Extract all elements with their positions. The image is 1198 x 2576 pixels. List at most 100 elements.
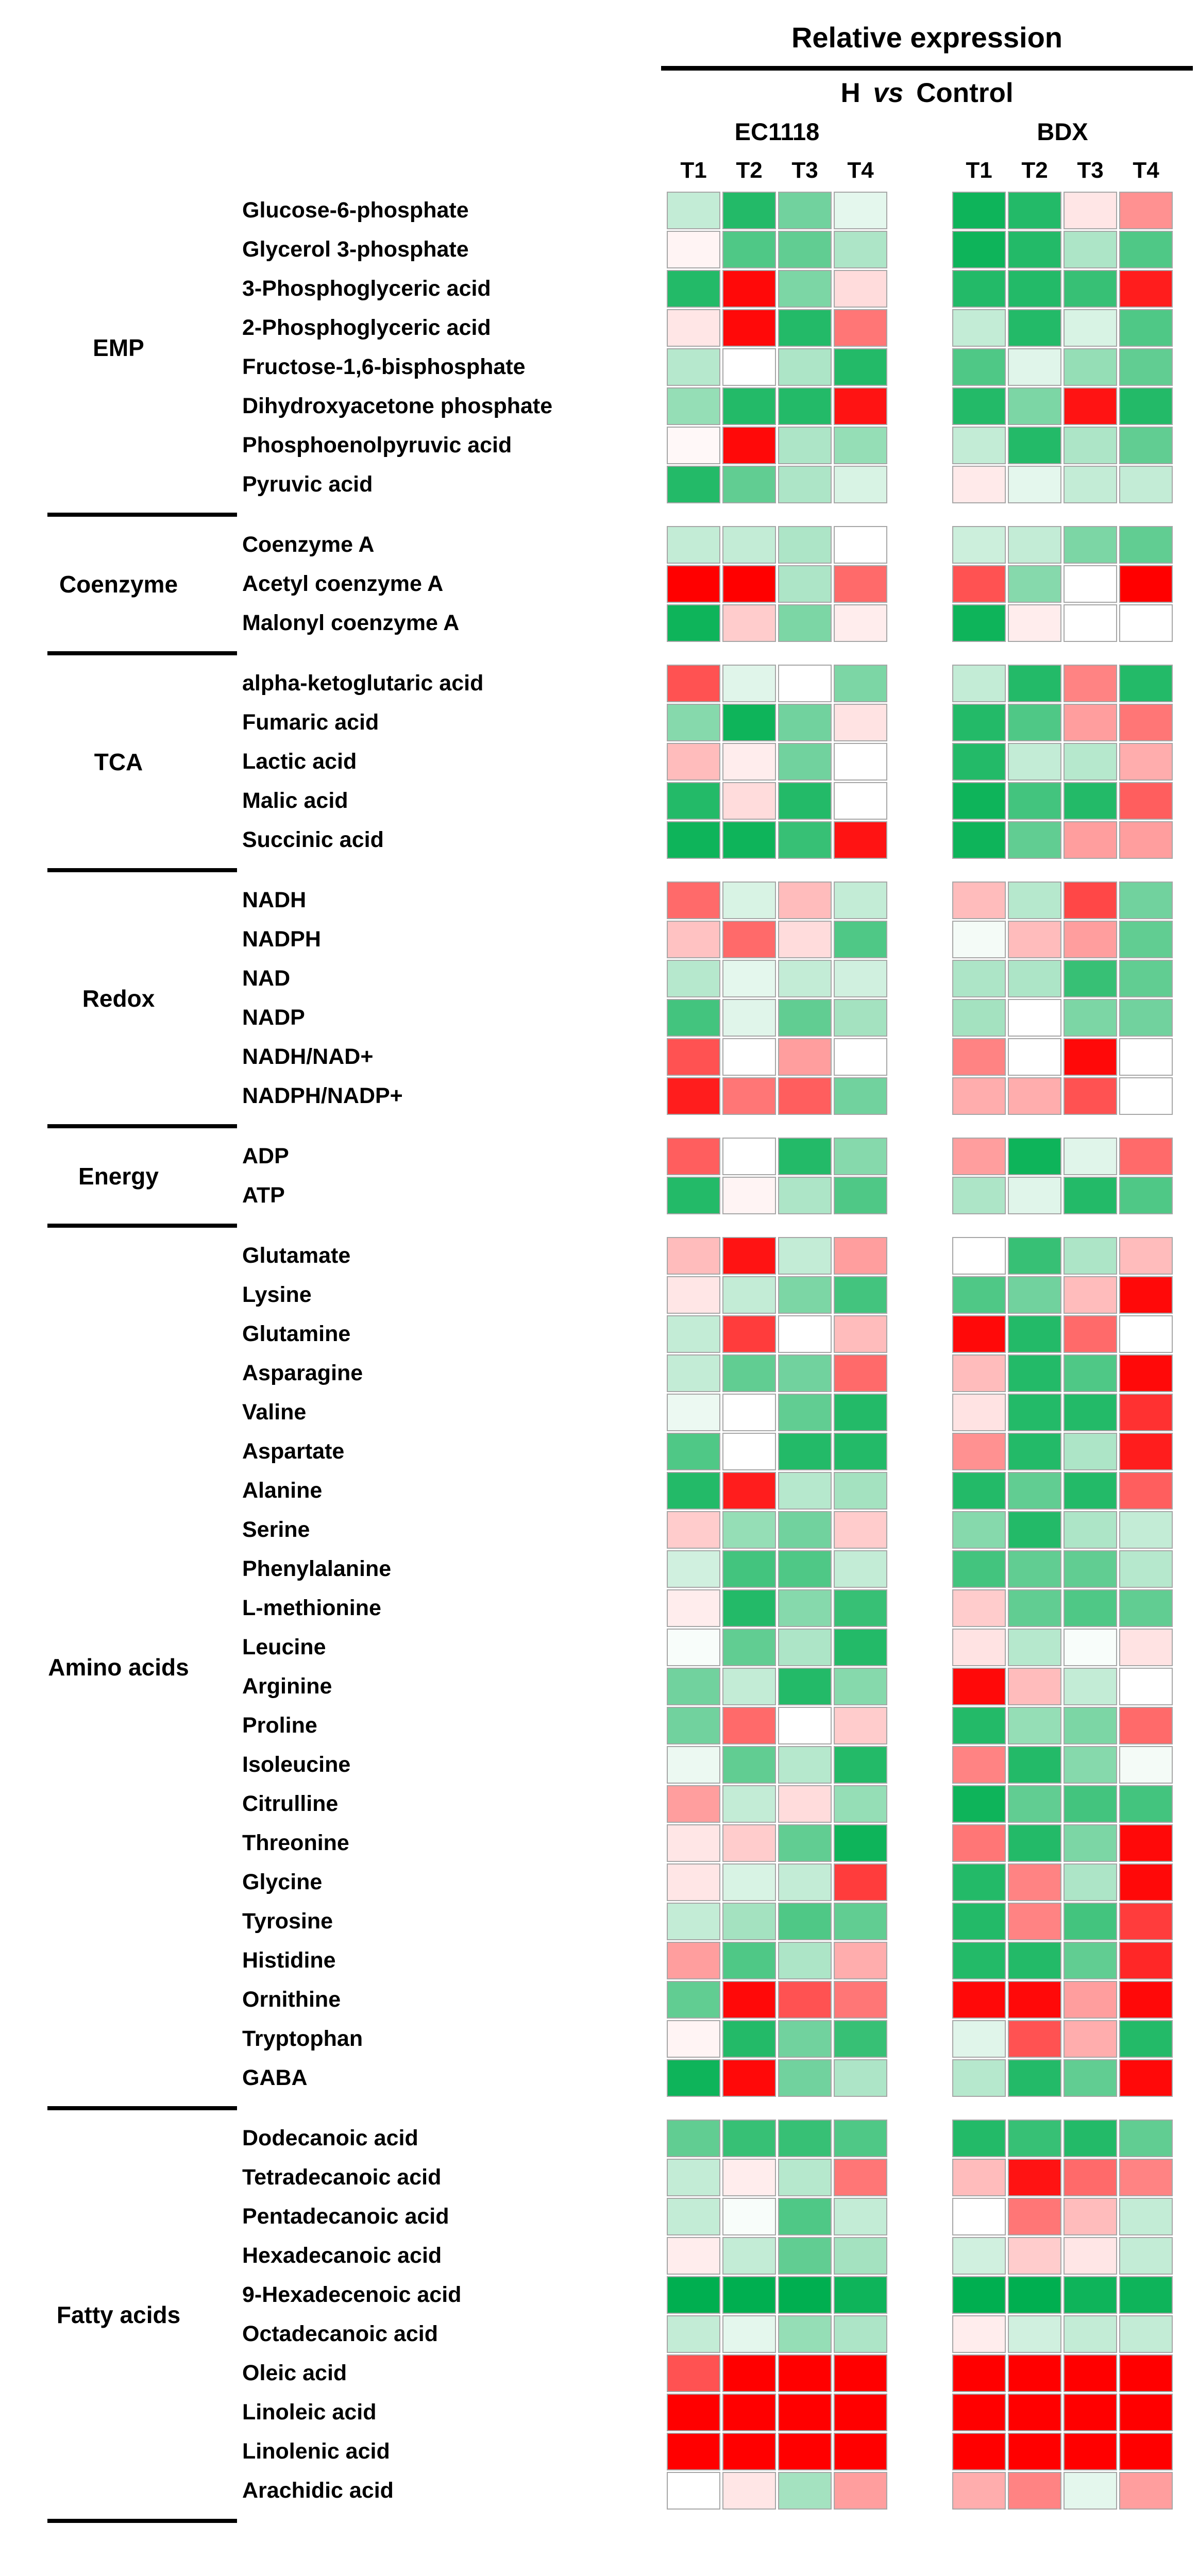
heatmap-cell [952,387,1006,425]
heatmap-cell [1064,1746,1117,1784]
timepoint-header-ec1118: T1 T2 T3 T4 [667,158,889,183]
heatmap-cell [667,1077,720,1115]
heatmap-cell [667,1863,720,1901]
heatmap-cell [1008,2433,1061,2470]
row-label: Pentadecanoic acid [242,2204,449,2229]
row-label: NADPH/NADP+ [242,1083,403,1108]
heatmap-cell [834,270,887,308]
heatmap-cell [722,1785,776,1823]
heatmap-row: ATP [0,1177,1198,1214]
heatmap-cell [1119,2472,1173,2510]
row-label: Acetyl coenzyme A [242,571,444,596]
heatmap-cell [834,1394,887,1431]
heatmap-cell [952,231,1006,268]
heatmap-cell [778,270,832,308]
heatmap-cell [1008,2472,1061,2510]
strain-block-gap [889,921,952,958]
row-label: Lysine [242,1282,312,1307]
heatmap-cell [952,1472,1006,1510]
group-label: Redox [82,985,155,1012]
title-underline [661,66,1193,71]
heatmap-row: ADP [0,1138,1198,1175]
heatmap-cell [1008,704,1061,741]
heatmap-cell [1064,2159,1117,2196]
heatmap-row: NADP [0,999,1198,1037]
heatmap-row: Succinic acid [0,821,1198,859]
heatmap-cell [834,1668,887,1705]
heatmap-cell [778,309,832,347]
heatmap-cell [778,2159,832,2196]
heatmap-cell [722,387,776,425]
heatmap-row: NAD [0,960,1198,997]
heatmap-cell [722,2120,776,2157]
strain-block-gap [889,2059,952,2097]
heatmap-cell [667,704,720,741]
heatmap-row: Tetradecanoic acid [0,2159,1198,2196]
heatmap-cell [778,960,832,997]
heatmap-cell [667,1138,720,1175]
group-label: Energy [78,1162,159,1190]
heatmap-cell [952,665,1006,702]
heatmap-row: Proline [0,1707,1198,1744]
group-label: EMP [93,334,144,361]
heatmap-row: Acetyl coenzyme A [0,565,1198,603]
strain-block-gap [889,1863,952,1901]
row-label: ATP [242,1183,285,1208]
heatmap-cell [778,1746,832,1784]
heatmap-cell [778,1237,832,1275]
strain-block-gap [889,1785,952,1823]
heatmap-cell [952,2159,1006,2196]
heatmap-cell [1064,526,1117,564]
heatmap-row: 9-Hexadecenoic acid [0,2276,1198,2314]
heatmap-cell [1119,1177,1173,1214]
heatmap-cell [1119,466,1173,503]
heatmap-cell [1064,565,1117,603]
heatmap-row: Fumaric acid [0,704,1198,741]
heatmap-cell [1119,960,1173,997]
heatmap-row: NADPH [0,921,1198,958]
strain-block-gap [889,192,952,229]
strain-block-gap [889,2159,952,2196]
heatmap-cell [667,2315,720,2353]
heatmap-cell [667,960,720,997]
heatmap-cell [667,665,720,702]
heatmap-cell [1008,466,1061,503]
heatmap-cell [667,1785,720,1823]
heatmap-cell [667,2276,720,2314]
heatmap-cell [667,782,720,820]
heatmap-cell [667,1276,720,1314]
heatmap-cell [1008,743,1061,781]
heatmap-cell [1008,1785,1061,1823]
heatmap-cell [1008,2020,1061,2058]
heatmap-cell [667,526,720,564]
heatmap-cell [722,1511,776,1549]
row-label: Arginine [242,1674,332,1699]
heatmap-cell [722,565,776,603]
heatmap-cell [1119,348,1173,386]
heatmap-cell [1119,1746,1173,1784]
heatmap-cell [1008,1824,1061,1862]
heatmap-cell [1008,821,1061,859]
heatmap-cell [722,2237,776,2275]
heatmap-cell [722,921,776,958]
heatmap-cell [1008,2315,1061,2353]
strain-block-gap [889,1433,952,1470]
heatmap-cell [834,2354,887,2392]
heatmap-cell [722,1863,776,1901]
heatmap-cell [1008,1942,1061,1979]
heatmap-cell [722,1550,776,1588]
heatmap-cell [1119,1315,1173,1353]
heatmap-cell [834,2059,887,2097]
strain-block-gap [889,882,952,919]
heatmap-cell [834,1785,887,1823]
heatmap-cell [1008,1394,1061,1431]
heatmap-cell [667,1589,720,1627]
heatmap-row: Dihydroxyacetone phosphate [0,387,1198,425]
row-label: Linolenic acid [242,2439,390,2464]
heatmap-cell [1119,743,1173,781]
heatmap-cell [952,921,1006,958]
heatmap-cell [1119,1785,1173,1823]
heatmap-cell [1064,960,1117,997]
heatmap-cell [1008,999,1061,1037]
strain-block-gap [889,2354,952,2392]
